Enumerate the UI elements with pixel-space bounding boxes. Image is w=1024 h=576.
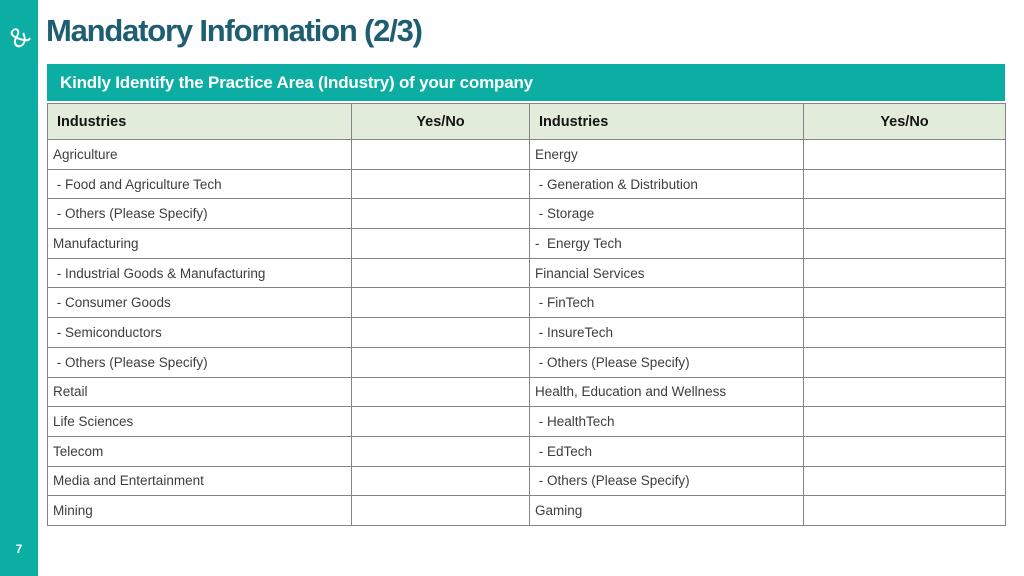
yesno-input-cell[interactable] xyxy=(803,406,1006,437)
table-row: - Food and Agriculture Tech - Generation… xyxy=(47,168,1006,200)
table-row: - Consumer Goods - FinTech xyxy=(47,287,1006,319)
industry-label-cell: Telecom xyxy=(47,435,352,467)
yesno-input-cell[interactable] xyxy=(803,317,1006,348)
table-header-row: Industries Yes/No Industries Yes/No xyxy=(47,103,1006,140)
yesno-input-cell[interactable] xyxy=(351,287,530,319)
table-row: Mining Gaming xyxy=(47,495,1006,526)
table-row: Agriculture Energy xyxy=(47,139,1006,170)
industry-label-cell: - Food and Agriculture Tech xyxy=(47,168,352,200)
industry-label-cell: - EdTech xyxy=(529,435,804,467)
col-header-yesno-right: Yes/No xyxy=(803,103,1006,140)
yesno-input-cell[interactable] xyxy=(803,139,1006,170)
question-banner: Kindly Identify the Practice Area (Indus… xyxy=(47,64,1005,101)
yesno-input-cell[interactable] xyxy=(351,198,530,230)
yesno-input-cell[interactable] xyxy=(351,257,530,289)
industry-label-cell: Mining xyxy=(47,495,352,526)
table-row: Manufacturing - Energy Tech xyxy=(47,228,1006,259)
industry-label-cell: - Others (Please Specify) xyxy=(529,465,804,497)
yesno-input-cell[interactable] xyxy=(803,257,1006,289)
industry-label-cell: Energy xyxy=(529,139,804,170)
industry-label-cell: Retail xyxy=(47,376,352,408)
table-row: Telecom - EdTech xyxy=(47,435,1006,467)
col-header-yesno-left: Yes/No xyxy=(351,103,530,140)
industry-label-cell: - Storage xyxy=(529,198,804,230)
industry-label-cell: - Others (Please Specify) xyxy=(529,346,804,378)
table-row: - Others (Please Specify) - Storage xyxy=(47,198,1006,230)
industries-table: Industries Yes/No Industries Yes/No Agri… xyxy=(47,103,1006,526)
industry-label-cell: - FinTech xyxy=(529,287,804,319)
industry-label-cell: - Energy Tech xyxy=(529,228,804,259)
industry-label-cell: - Industrial Goods & Manufacturing xyxy=(47,257,352,289)
ampersand-logo-icon: & xyxy=(2,19,36,55)
sidebar-accent-bar: & 7 xyxy=(0,0,38,576)
industry-label-cell: - Others (Please Specify) xyxy=(47,346,352,378)
table-row: - Others (Please Specify) - Others (Plea… xyxy=(47,346,1006,378)
yesno-input-cell[interactable] xyxy=(803,168,1006,200)
yesno-input-cell[interactable] xyxy=(351,376,530,408)
yesno-input-cell[interactable] xyxy=(803,346,1006,378)
table-row: Media and Entertainment - Others (Please… xyxy=(47,465,1006,497)
yesno-input-cell[interactable] xyxy=(351,406,530,437)
yesno-input-cell[interactable] xyxy=(351,139,530,170)
industry-label-cell: - Generation & Distribution xyxy=(529,168,804,200)
yesno-input-cell[interactable] xyxy=(351,495,530,526)
yesno-input-cell[interactable] xyxy=(351,435,530,467)
industry-label-cell: Gaming xyxy=(529,495,804,526)
industry-label-cell: Media and Entertainment xyxy=(47,465,352,497)
industry-label-cell: - Others (Please Specify) xyxy=(47,198,352,230)
yesno-input-cell[interactable] xyxy=(803,435,1006,467)
yesno-input-cell[interactable] xyxy=(803,228,1006,259)
page-number: 7 xyxy=(15,542,23,556)
yesno-input-cell[interactable] xyxy=(351,228,530,259)
industry-label-cell: - InsureTech xyxy=(529,317,804,348)
industry-label-cell: Agriculture xyxy=(47,139,352,170)
yesno-input-cell[interactable] xyxy=(351,168,530,200)
yesno-input-cell[interactable] xyxy=(803,287,1006,319)
question-banner-text: Kindly Identify the Practice Area (Indus… xyxy=(60,73,533,92)
yesno-input-cell[interactable] xyxy=(803,376,1006,408)
industry-label-cell: Life Sciences xyxy=(47,406,352,437)
yesno-input-cell[interactable] xyxy=(351,317,530,348)
col-header-industries-right: Industries xyxy=(529,103,804,140)
industry-label-cell: Financial Services xyxy=(529,257,804,289)
table-body: Agriculture Energy - Food and Agriculture… xyxy=(47,139,1006,526)
table-row: - Semiconductors - InsureTech xyxy=(47,317,1006,348)
table-row: Retail Health, Education and Wellness xyxy=(47,376,1006,408)
yesno-input-cell[interactable] xyxy=(803,495,1006,526)
industry-label-cell: - Semiconductors xyxy=(47,317,352,348)
table-row: Life Sciences - HealthTech xyxy=(47,406,1006,437)
table-row: - Industrial Goods & Manufacturing Financ… xyxy=(47,257,1006,289)
yesno-input-cell[interactable] xyxy=(803,198,1006,230)
slide-title: Mandatory Information (2/3) xyxy=(46,13,423,48)
industry-label-cell: Manufacturing xyxy=(47,228,352,259)
col-header-industries-left: Industries xyxy=(47,103,352,140)
yesno-input-cell[interactable] xyxy=(803,465,1006,497)
industry-label-cell: - Consumer Goods xyxy=(47,287,352,319)
industry-label-cell: - HealthTech xyxy=(529,406,804,437)
yesno-input-cell[interactable] xyxy=(351,346,530,378)
yesno-input-cell[interactable] xyxy=(351,465,530,497)
industry-label-cell: Health, Education and Wellness xyxy=(529,376,804,408)
